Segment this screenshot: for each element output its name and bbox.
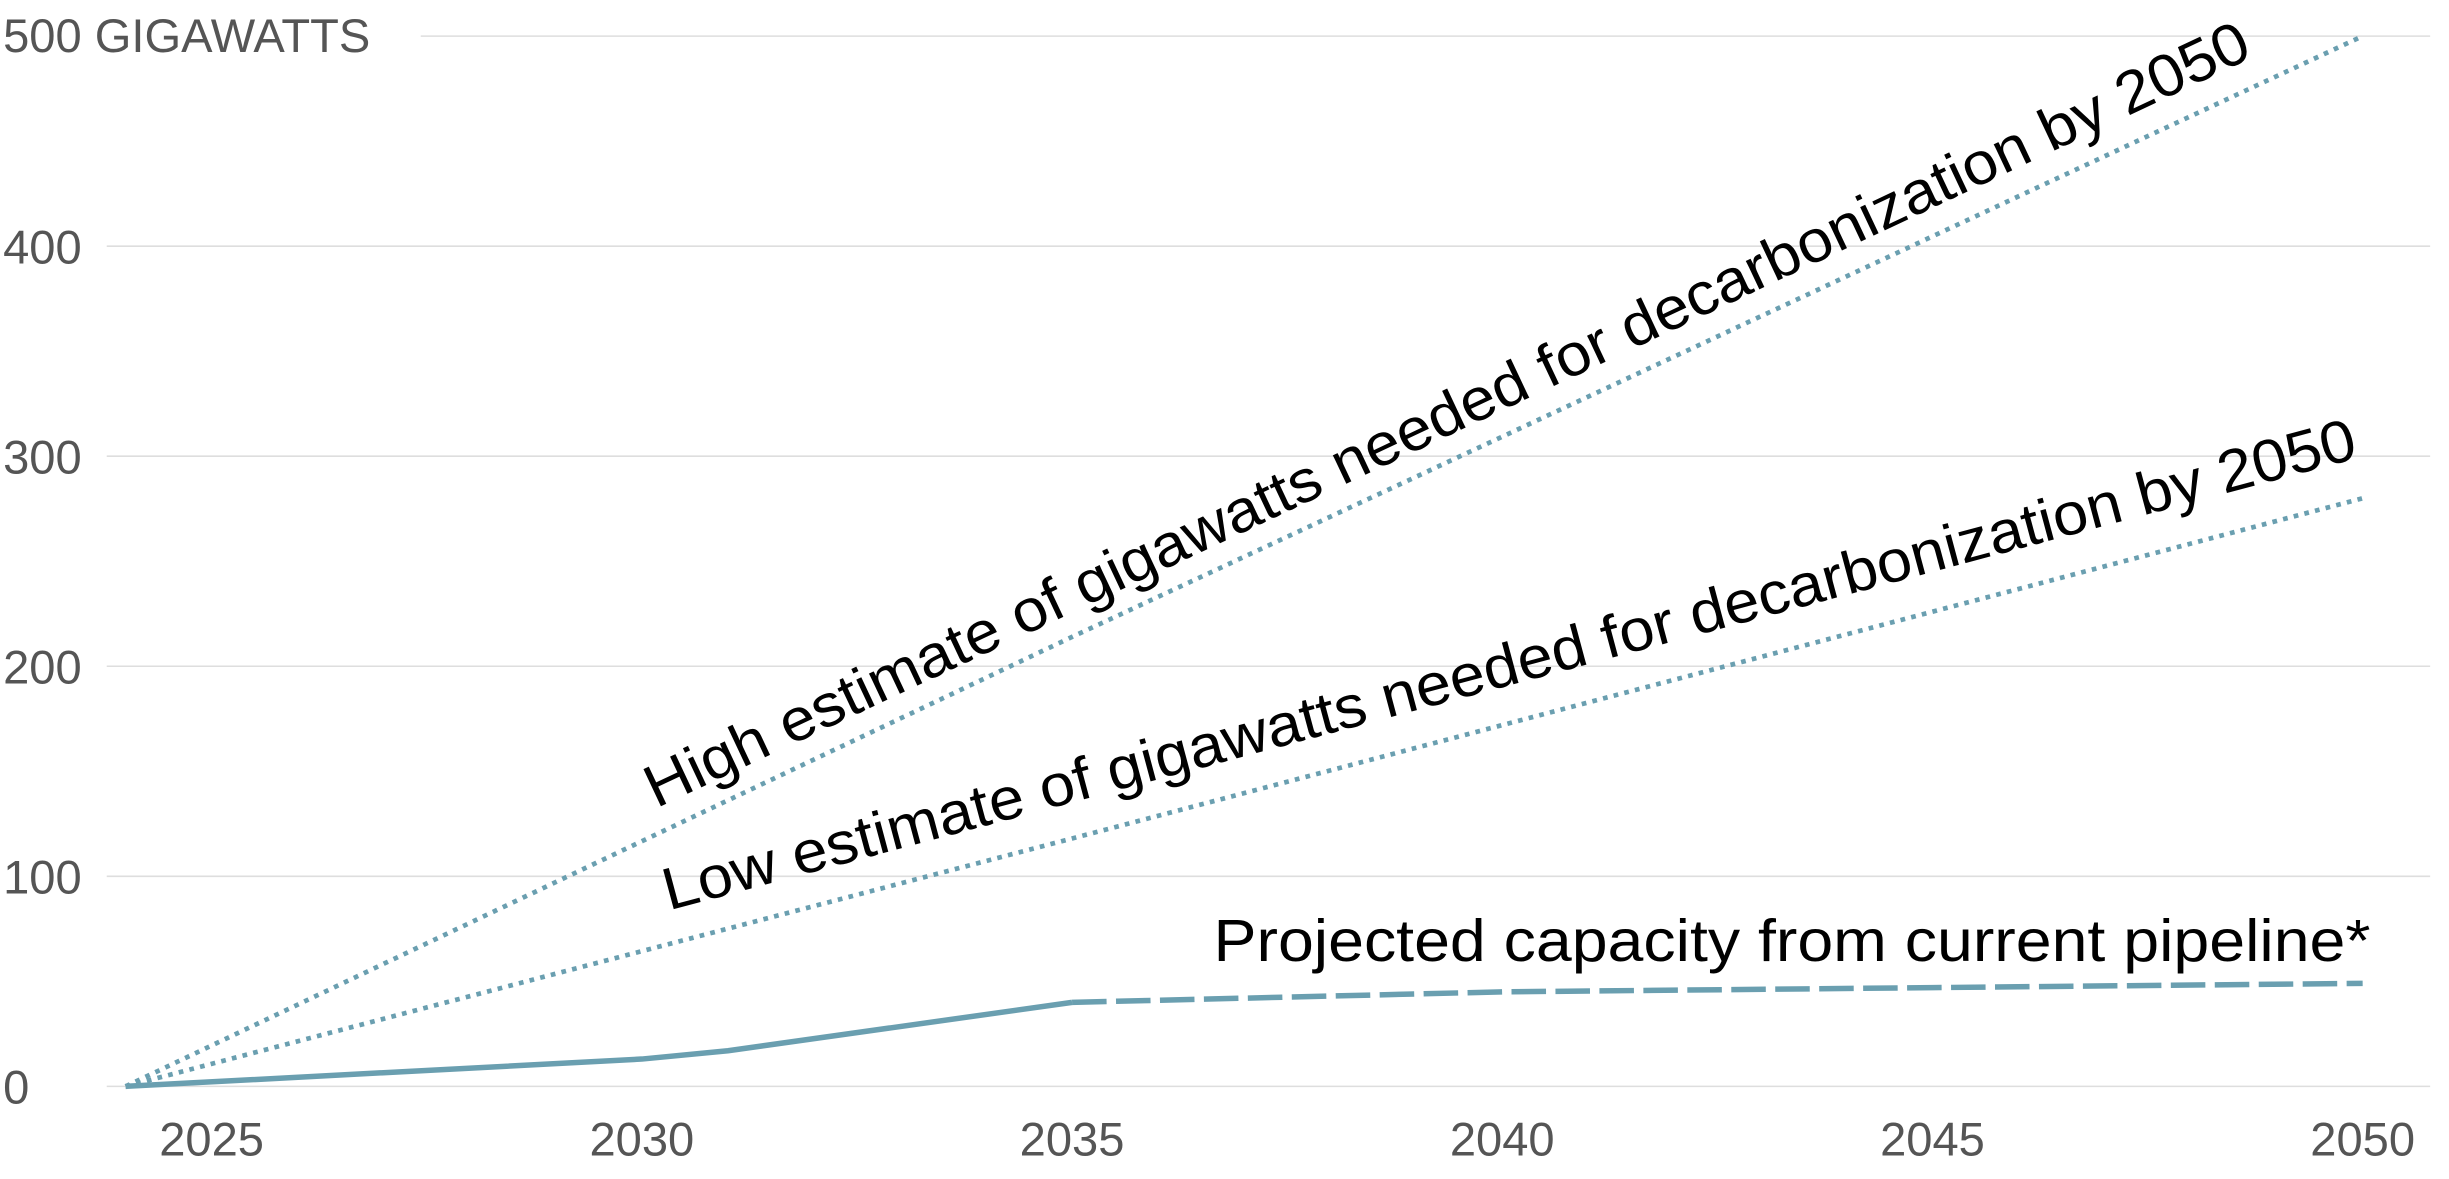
x-tick-label: 2025	[159, 1112, 264, 1165]
gridlines	[106, 35, 2431, 1088]
pipeline-label: Projected capacity from current pipeline…	[1214, 907, 2371, 974]
y-tick-label: 200	[3, 641, 82, 694]
y-tick-label: 100	[3, 851, 82, 904]
x-tick-label: 2040	[1450, 1112, 1555, 1165]
x-tick-label: 2035	[1020, 1112, 1125, 1165]
x-tick-label: 2030	[589, 1112, 694, 1165]
x-tick-label: 2050	[2310, 1112, 2415, 1165]
x-axis-ticks: 2025 2030 2035 2040 2045 2050	[159, 1112, 2415, 1165]
y-axis-unit-label: 500 GIGAWATTS	[3, 9, 370, 62]
series-lines	[124, 33, 2364, 1090]
low-estimate-line	[124, 496, 2364, 1089]
y-tick-label: 300	[3, 430, 82, 483]
high-estimate-line	[124, 33, 2364, 1089]
y-tick-label: 400	[3, 220, 82, 273]
pipeline-dashed-line	[1071, 980, 2363, 1006]
y-tick-label: 0	[3, 1061, 29, 1114]
pipeline-solid-line	[125, 999, 1073, 1090]
x-tick-label: 2045	[1880, 1112, 1985, 1165]
y-axis-ticks: 0 100 200 300 400	[3, 220, 82, 1113]
